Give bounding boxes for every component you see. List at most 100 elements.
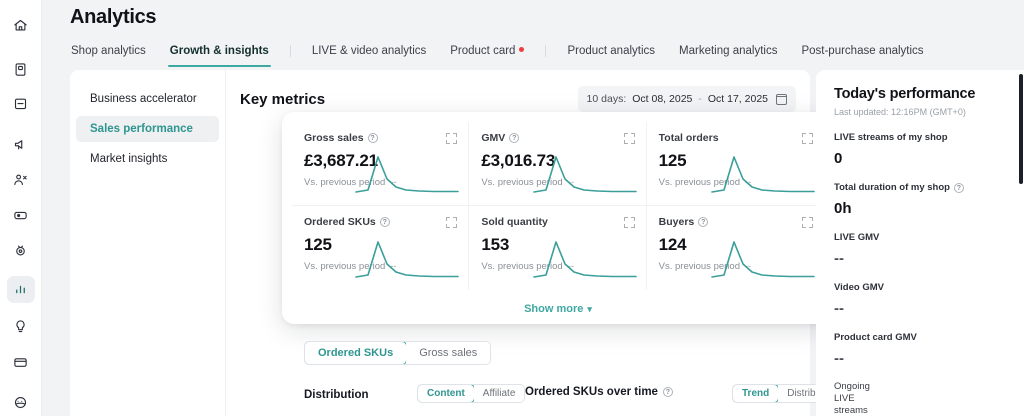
calendar-icon (776, 93, 787, 105)
expand-icon[interactable] (623, 133, 635, 144)
over-time-title-text: Ordered SKUs over time (525, 386, 658, 398)
tab-product-analytics[interactable]: Product analytics (555, 40, 667, 62)
metric-label-text: Ordered SKUs (304, 216, 376, 228)
sidebar-item-market-insights[interactable]: Market insights (76, 146, 219, 172)
metric-option-ordered-skus[interactable]: Ordered SKUs (305, 342, 408, 364)
today-metric-value: 0h (834, 200, 852, 217)
metric-comparison: Vs. previous period -- (304, 177, 456, 188)
today-metric-value: -- (834, 350, 844, 367)
tab-growth-insights[interactable]: Growth & insights (158, 40, 281, 67)
wallet-icon[interactable] (7, 349, 35, 376)
tab-product-card[interactable]: Product card (438, 40, 536, 62)
page-scrollbar-thumb[interactable] (1019, 74, 1023, 184)
show-more-button[interactable]: Show more ▾ (282, 303, 834, 325)
tab-shop-analytics[interactable]: Shop analytics (71, 40, 158, 62)
support-chat-icon[interactable] (7, 390, 35, 416)
sparkline-chart (532, 241, 637, 278)
idea-bulb-icon[interactable] (7, 314, 35, 341)
tab-live-video-analytics[interactable]: LIVE & video analytics (300, 40, 438, 62)
metric-delta: -- (744, 261, 752, 272)
metric-option-gross-sales[interactable]: Gross sales (406, 342, 491, 364)
page-body: Analytics Shop analytics Growth & insigh… (42, 0, 1024, 416)
today-metric-label-text: LIVE streams of my shop (834, 132, 948, 143)
info-icon[interactable]: ? (509, 133, 520, 143)
metric-label: Buyers ? (659, 216, 812, 228)
todays-performance-panel: Today's performance Last updated: 12:16P… (816, 70, 1024, 416)
coupon-tag-icon[interactable] (7, 202, 35, 229)
expand-icon[interactable] (801, 217, 813, 228)
ongoing-live-streams-label: Ongoing LIVE streams (834, 381, 870, 416)
toggle-option-affiliate[interactable]: Affiliate (473, 385, 525, 402)
sparkline-chart (711, 241, 815, 278)
today-metric-label: Total duration of my shop? (834, 182, 1024, 193)
panel-title: Today's performance (834, 86, 976, 102)
metric-value: £3,687.21 (304, 151, 378, 170)
date-range-start: Oct 08, 2025 (632, 93, 693, 105)
content-affiliate-toggle[interactable]: Content Affiliate (417, 384, 526, 403)
sidebar-item-business-accelerator[interactable]: Business accelerator (76, 86, 219, 112)
tab-post-purchase-analytics[interactable]: Post-purchase analytics (789, 40, 935, 62)
metric-label-text: Total orders (658, 132, 719, 144)
megaphone-icon[interactable] (7, 131, 35, 158)
today-metric-label-text: Product card GMV (834, 332, 917, 343)
info-icon[interactable]: ? (953, 182, 964, 193)
tab-label: Product card (450, 45, 516, 57)
sparkline-chart (355, 241, 460, 278)
metric-card-ordered-skus[interactable]: Ordered SKUs ? 125 Vs. previous period -- (292, 206, 470, 290)
today-metric-label-text: Total duration of my shop (834, 182, 950, 193)
today-metric-label: Video GMV (834, 282, 1024, 293)
metric-comparison: Vs. previous period -- (304, 261, 456, 272)
metric-card-gmv[interactable]: GMV ? £3,016.73 Vs. previous period -- (469, 122, 647, 206)
chevron-down-icon: ▾ (587, 304, 592, 314)
orders-document-icon[interactable] (7, 56, 35, 83)
products-card-icon[interactable] (7, 91, 35, 118)
sparkline-chart (711, 156, 815, 193)
metric-sub-text: Vs. previous period (304, 261, 386, 272)
metric-value: 124 (658, 235, 687, 254)
metric-label: Gross sales ? (304, 132, 456, 144)
metric-value: 125 (658, 151, 687, 170)
home-icon[interactable] (7, 12, 35, 39)
toggle-option-trend[interactable]: Trend (733, 385, 780, 402)
creators-people-icon[interactable] (7, 167, 35, 194)
metric-delta: -- (390, 177, 397, 188)
today-metric-label: LIVE streams of my shop (834, 132, 1024, 143)
sidebar-item-label: Business accelerator (90, 93, 197, 105)
analytics-tabs: Shop analytics Growth & insights LIVE & … (71, 40, 936, 67)
metric-comparison: Vs. previous period -- (659, 261, 812, 272)
info-icon[interactable]: ? (662, 387, 673, 397)
metric-card-gross-sales[interactable]: Gross sales ? £3,687.21 Vs. previous per… (292, 122, 470, 206)
metric-card-sold-quantity[interactable]: Sold quantity 153 Vs. previous period -- (469, 206, 647, 290)
sparkline-chart (355, 156, 460, 193)
sidebar-item-sales-performance[interactable]: Sales performance (76, 116, 219, 142)
sparkline-chart (532, 156, 637, 193)
analytics-bars-icon[interactable] (6, 276, 35, 303)
expand-icon[interactable] (446, 217, 458, 228)
expand-icon[interactable] (446, 133, 458, 144)
info-icon[interactable]: ? (379, 217, 390, 227)
info-icon[interactable]: ? (367, 133, 378, 143)
sidebar-item-label: Sales performance (90, 123, 193, 135)
metric-selector-toggle[interactable]: Ordered SKUs Gross sales (304, 341, 492, 365)
today-metric-total-duration: Total duration of my shop? 0h (834, 182, 1024, 217)
tab-marketing-analytics[interactable]: Marketing analytics (667, 40, 789, 62)
expand-icon[interactable] (623, 217, 635, 228)
sidebar-item-label: Market insights (90, 153, 168, 165)
metric-card-grid: Gross sales ? £3,687.21 Vs. previous per… (292, 122, 824, 290)
last-updated-text: Last updated: 12:16PM (GMT+0) (834, 107, 966, 117)
date-range-separator: - (698, 93, 702, 105)
metric-sub-text: Vs. previous period (658, 177, 740, 188)
today-metric-value: 0 (834, 150, 843, 167)
key-metrics-header: Key metrics 10 days: Oct 08, 2025 - Oct … (240, 86, 796, 120)
tab-label: Growth & insights (169, 45, 269, 57)
target-badge-icon[interactable] (7, 238, 35, 265)
info-icon[interactable]: ? (698, 217, 709, 227)
expand-icon[interactable] (801, 133, 813, 144)
metric-card-buyers[interactable]: Buyers ? 124 Vs. previous period -- (647, 206, 824, 290)
date-range-picker[interactable]: 10 days: Oct 08, 2025 - Oct 17, 2025 (577, 86, 796, 112)
metric-card-total-orders[interactable]: Total orders 125 Vs. previous period -- (646, 122, 824, 206)
metric-comparison: Vs. previous period -- (481, 261, 633, 272)
metric-sub-text: Vs. previous period (658, 261, 740, 272)
today-metric-label-text: LIVE GMV (834, 232, 880, 243)
toggle-option-content[interactable]: Content (418, 385, 475, 402)
